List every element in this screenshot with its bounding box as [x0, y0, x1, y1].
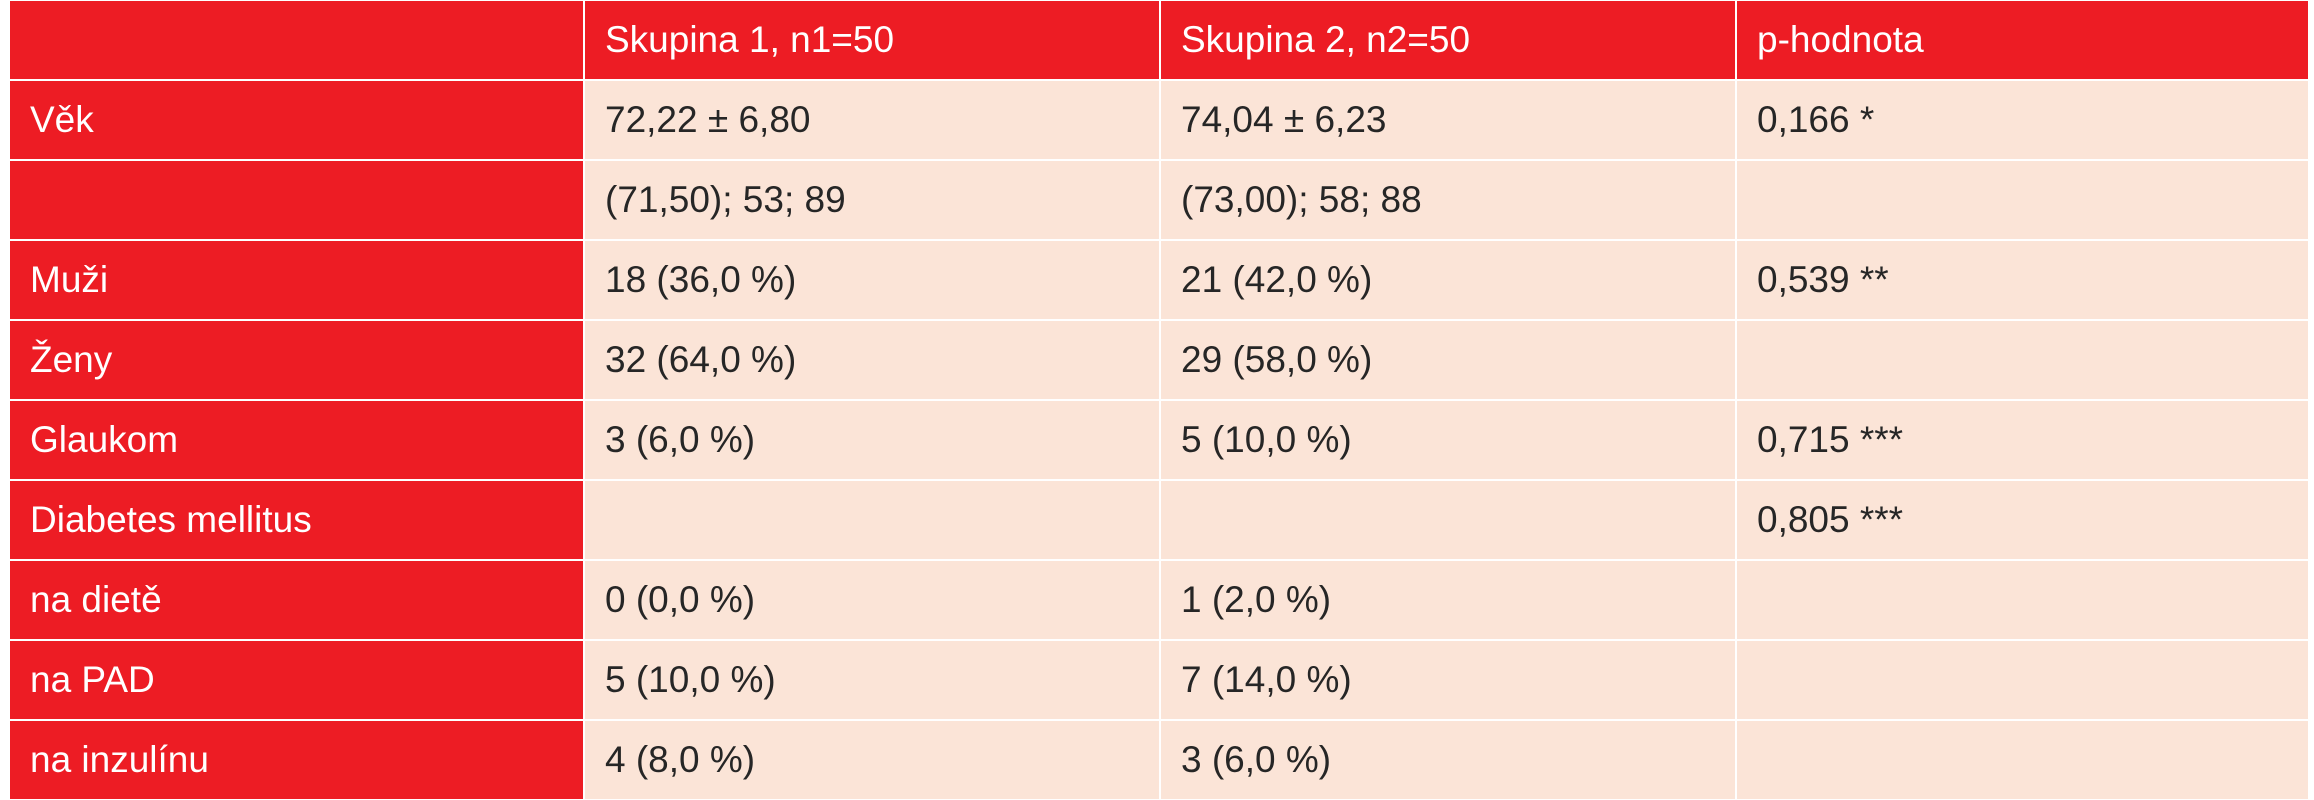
data-cell: 3 (6,0 %)	[1161, 721, 1735, 799]
header-cell: p-hodnota	[1737, 1, 2308, 79]
row-label: Diabetes mellitus	[10, 481, 583, 559]
data-cell: 32 (64,0 %)	[585, 321, 1159, 399]
data-cell	[1737, 161, 2308, 239]
data-cell	[1161, 481, 1735, 559]
data-cell: 72,22 ± 6,80	[585, 81, 1159, 159]
data-cell	[1737, 321, 2308, 399]
data-cell	[585, 481, 1159, 559]
header-cell: Skupina 1, n1=50	[585, 1, 1159, 79]
data-cell: 18 (36,0 %)	[585, 241, 1159, 319]
header-cell: Skupina 2, n2=50	[1161, 1, 1735, 79]
data-cell: 29 (58,0 %)	[1161, 321, 1735, 399]
row-label: Glaukom	[10, 401, 583, 479]
row-label: na inzulínu	[10, 721, 583, 799]
header-cell	[10, 1, 583, 79]
table: Skupina 1, n1=50 Skupina 2, n2=50 p-hodnot…	[10, 1, 2308, 799]
row-label: na PAD	[10, 641, 583, 719]
data-cell: 0,166 *	[1737, 81, 2308, 159]
data-cell: (71,50); 53; 89	[585, 161, 1159, 239]
data-cell: 5 (10,0 %)	[585, 641, 1159, 719]
data-cell: 3 (6,0 %)	[585, 401, 1159, 479]
row-label: Věk	[10, 81, 583, 159]
data-cell: 0,539 **	[1737, 241, 2308, 319]
data-cell: 5 (10,0 %)	[1161, 401, 1735, 479]
data-cell: 0,805 ***	[1737, 481, 2308, 559]
row-label: Muži	[10, 241, 583, 319]
data-cell: 21 (42,0 %)	[1161, 241, 1735, 319]
row-label: na dietě	[10, 561, 583, 639]
data-cell: 74,04 ± 6,23	[1161, 81, 1735, 159]
data-cell: 7 (14,0 %)	[1161, 641, 1735, 719]
data-cell	[1737, 721, 2308, 799]
data-cell: 0,715 ***	[1737, 401, 2308, 479]
row-label	[10, 161, 583, 239]
data-cell	[1737, 641, 2308, 719]
data-cell: 4 (8,0 %)	[585, 721, 1159, 799]
data-cell: 1 (2,0 %)	[1161, 561, 1735, 639]
data-cell: (73,00); 58; 88	[1161, 161, 1735, 239]
row-label: Ženy	[10, 321, 583, 399]
data-cell	[1737, 561, 2308, 639]
data-cell: 0 (0,0 %)	[585, 561, 1159, 639]
